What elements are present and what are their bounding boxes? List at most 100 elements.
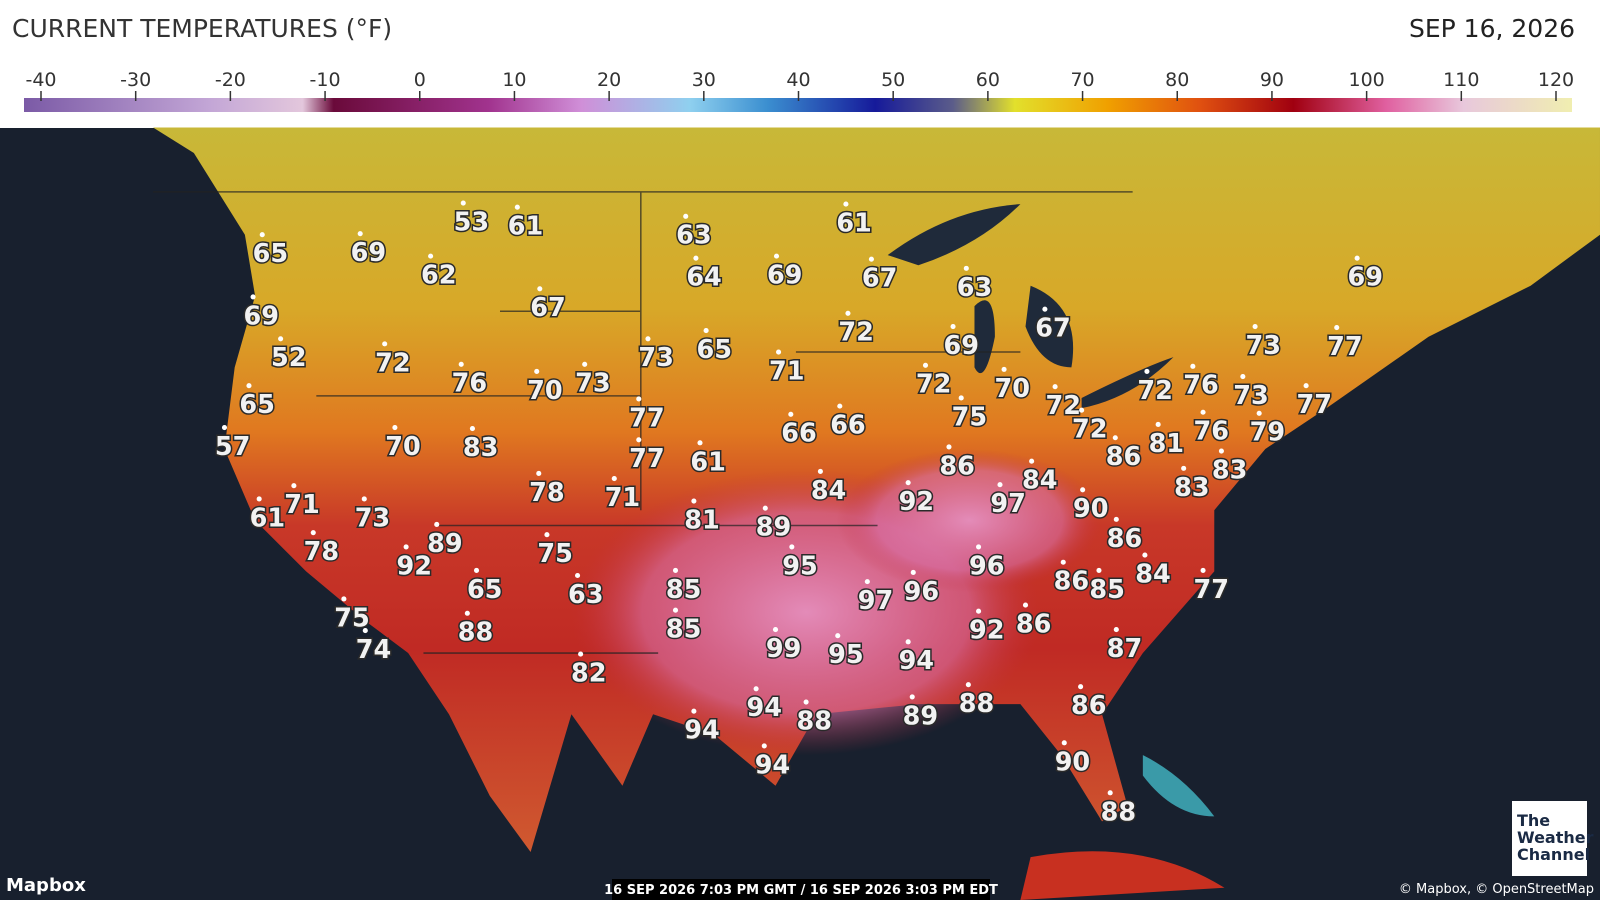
temperature-reading: 73 [1233, 381, 1269, 411]
station-dot [817, 468, 823, 474]
temperature-reading: 69 [943, 331, 979, 361]
tick-label: 30 [692, 69, 716, 91]
temperature-reading: 73 [575, 369, 611, 399]
station-dot [341, 596, 347, 602]
temperature-reading: 75 [537, 539, 573, 569]
temperature-reading: 53 [454, 207, 490, 237]
temperature-reading: 89 [903, 701, 939, 731]
station-dot [1022, 602, 1029, 608]
station-dot [1240, 373, 1246, 380]
station-dot [428, 253, 434, 259]
station-dot [703, 328, 709, 334]
tick-label: 110 [1443, 69, 1479, 91]
temperature-reading: 87 [1107, 634, 1143, 664]
temperature-reading: 83 [463, 433, 499, 463]
temperature-reading: 72 [375, 348, 411, 378]
station-dot [534, 368, 540, 374]
station-dot [473, 567, 480, 573]
temperature-reading: 99 [766, 634, 802, 664]
station-dot [221, 424, 228, 431]
temperature-reading: 77 [629, 444, 665, 474]
heat-area [836, 448, 1103, 592]
temperature-reading: 76 [1183, 371, 1219, 401]
temperature-reading: 69 [767, 261, 803, 291]
station-dot [1334, 324, 1340, 331]
temperature-reading: 84 [1135, 560, 1171, 590]
temperature-reading: 72 [916, 370, 952, 400]
temperature-reading: 83 [1212, 455, 1248, 485]
station-dot [246, 383, 252, 389]
tick-label: 50 [881, 69, 905, 91]
map: 53 61 65 69 62 63 61 64 69 67 63 69 69 67 72 67 52 72 73 65… [153, 127, 1600, 900]
station-dot [1080, 487, 1086, 493]
tick-label: -20 [215, 69, 246, 91]
tick-label: 20 [597, 69, 621, 91]
temperature-reading: 73 [638, 343, 674, 373]
temperature-reading: 65 [253, 239, 288, 269]
station-dot [693, 255, 699, 261]
temperature-reading: 88 [458, 618, 494, 648]
temperature-reading: 95 [828, 640, 864, 670]
temperature-reading: 82 [571, 658, 607, 688]
station-dot [1096, 567, 1102, 573]
station-dot [772, 627, 779, 633]
station-dot [536, 470, 542, 477]
temperature-reading: 70 [994, 374, 1030, 404]
station-dot [544, 532, 550, 538]
station-dot [259, 232, 265, 238]
station-dot [403, 544, 409, 550]
temperature-reading: 77 [1193, 575, 1229, 605]
station-dot [291, 483, 297, 489]
station-dot [1252, 323, 1258, 330]
temperature-reading: 86 [939, 451, 975, 481]
temperature-reading: 72 [838, 318, 874, 348]
temperature-reading: 69 [243, 301, 279, 331]
temperature-reading: 77 [1327, 332, 1363, 362]
temperature-reading: 88 [797, 706, 833, 736]
readings: 53 61 65 69 62 63 61 64 69 67 63 69 69 67 72 67 52 72 73 65… [213, 200, 1385, 829]
station-dot [845, 310, 851, 316]
temperature-reading: 63 [957, 273, 993, 303]
logo-text: The [1517, 811, 1550, 830]
station-dot [469, 426, 475, 432]
station-dot [789, 544, 795, 550]
temperature-reading: 72 [1046, 391, 1082, 421]
temperature-reading: 71 [605, 483, 641, 513]
temperature-reading: 74 [356, 635, 392, 665]
station-dot [910, 569, 916, 575]
station-dot [868, 256, 874, 262]
logo-text: Weather [1517, 828, 1594, 847]
station-dot [392, 424, 398, 431]
temperature-reading: 61 [690, 447, 726, 477]
color-scale [24, 98, 1572, 112]
station-dot [922, 362, 929, 368]
station-dot [382, 341, 388, 347]
temperature-reading: 92 [969, 616, 1005, 646]
temperature-reading: 94 [755, 750, 791, 780]
temperature-reading: 67 [1035, 314, 1071, 344]
station-dot [773, 253, 780, 259]
station-dot [1078, 684, 1084, 690]
temperature-reading: 63 [676, 221, 712, 251]
station-dot [697, 440, 703, 446]
lake [887, 204, 1021, 266]
station-dot [1112, 435, 1118, 441]
temperature-reading: 90 [1073, 494, 1109, 524]
temperature-reading: 92 [397, 551, 433, 581]
temperature-reading: 96 [969, 551, 1005, 581]
station-dot [946, 444, 952, 450]
temperature-reading: 69 [351, 238, 387, 268]
station-dot [1113, 516, 1119, 522]
logo-box [1512, 801, 1587, 876]
station-dot [909, 694, 915, 700]
station-dot [1042, 306, 1048, 312]
station-dot [458, 361, 464, 367]
station-dot [1079, 407, 1085, 413]
station-dot [843, 201, 849, 207]
bahamas [1142, 755, 1215, 817]
temperature-reading: 76 [1193, 417, 1229, 447]
station-dot [310, 530, 316, 536]
station-dot [788, 411, 794, 417]
